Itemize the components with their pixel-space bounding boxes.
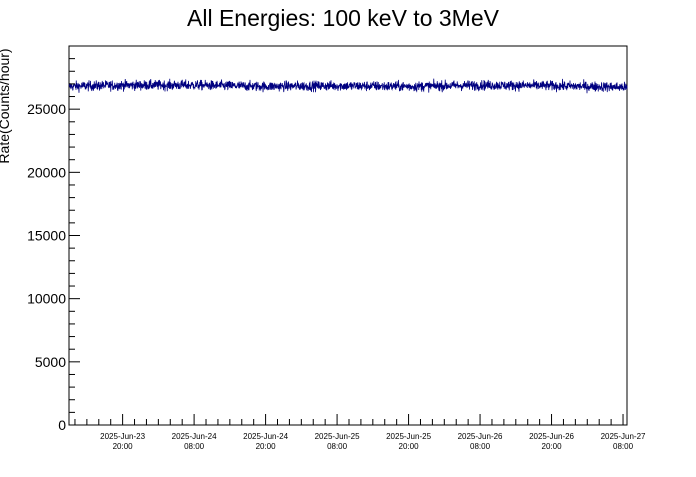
x-tick-date-label: 2025-Jun-24 <box>243 432 288 441</box>
x-tick-date-label: 2025-Jun-27 <box>601 432 646 441</box>
x-tick-time-label: 08:00 <box>470 442 491 451</box>
x-tick-date-label: 2025-Jun-23 <box>100 432 145 441</box>
x-tick-date-label: 2025-Jun-26 <box>529 432 574 441</box>
x-tick-date-label: 2025-Jun-25 <box>386 432 431 441</box>
y-tick-label: 25000 <box>27 101 66 117</box>
x-tick-time-label: 20:00 <box>256 442 277 451</box>
y-tick-label: 15000 <box>27 228 66 244</box>
x-tick-date-label: 2025-Jun-25 <box>315 432 360 441</box>
y-tick-label: 5000 <box>35 354 66 370</box>
plot-area <box>68 45 628 426</box>
chart-title: All Energies: 100 keV to 3MeV <box>187 5 500 31</box>
y-tick-label: 10000 <box>27 291 66 307</box>
x-tick-date-label: 2025-Jun-26 <box>458 432 503 441</box>
x-tick-time-label: 08:00 <box>184 442 205 451</box>
y-axis: 0 5000 10000 15000 20000 25000 <box>27 58 80 433</box>
x-tick-time-label: 20:00 <box>113 442 134 451</box>
series-line-rate <box>68 78 628 94</box>
y-tick-label: 20000 <box>27 164 66 180</box>
x-axis: 2025-Jun-2320:002025-Jun-2408:002025-Jun… <box>74 414 646 451</box>
x-tick-time-label: 20:00 <box>399 442 420 451</box>
x-tick-time-label: 08:00 <box>327 442 348 451</box>
x-tick-time-label: 08:00 <box>613 442 634 451</box>
y-axis-label: Rate(Counts/hour) <box>0 48 12 163</box>
y-tick-label: 0 <box>58 417 66 433</box>
x-tick-date-label: 2025-Jun-24 <box>172 432 217 441</box>
x-tick-time-label: 20:00 <box>542 442 563 451</box>
plot-frame <box>68 45 628 426</box>
